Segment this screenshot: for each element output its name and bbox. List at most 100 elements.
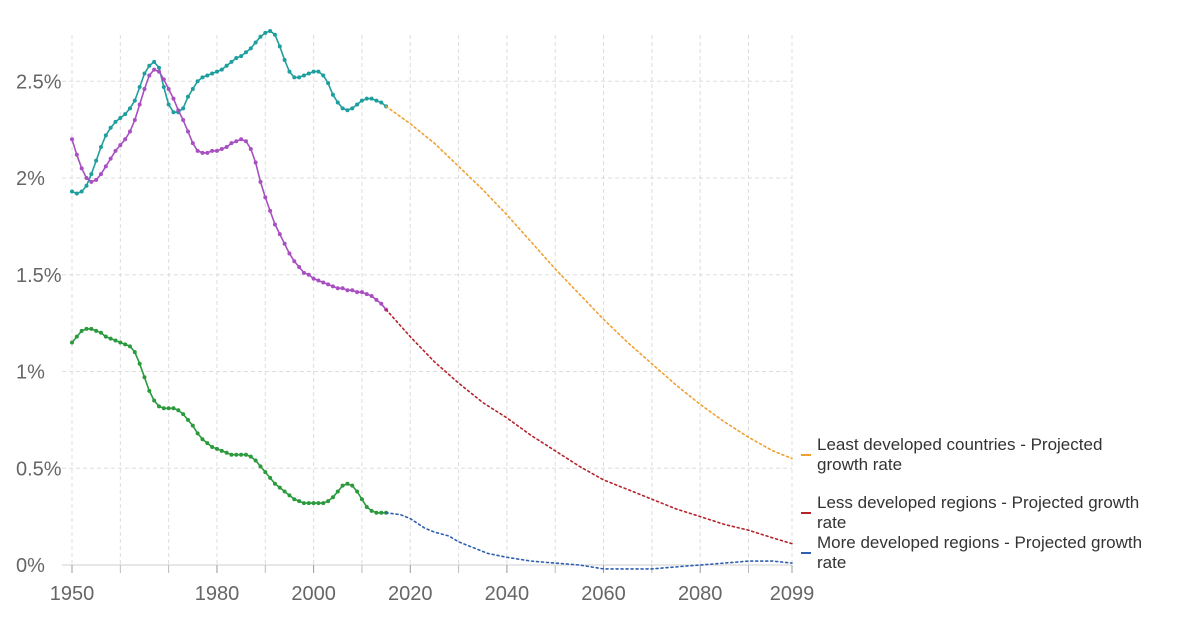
x-tick-label: 1980	[195, 583, 240, 605]
data-point-less	[340, 286, 345, 291]
legend-label-least_projected: growth rate	[817, 455, 902, 474]
data-point-more	[287, 493, 292, 498]
data-point-least	[311, 69, 316, 74]
legend-label-least_projected: Least developed countries - Projected	[817, 435, 1102, 454]
data-point-more	[89, 326, 94, 331]
data-point-less	[306, 272, 311, 277]
data-point-less	[359, 290, 364, 295]
data-point-least	[181, 106, 186, 111]
data-point-more	[195, 431, 200, 436]
data-point-least	[205, 73, 210, 78]
data-point-least	[118, 116, 123, 121]
data-point-more	[350, 483, 355, 488]
data-point-more	[297, 499, 302, 504]
data-point-more	[161, 406, 166, 411]
data-point-less	[379, 301, 384, 306]
data-point-least	[379, 100, 384, 105]
data-point-least	[297, 75, 302, 80]
data-point-more	[229, 452, 234, 457]
data-point-more	[127, 344, 132, 349]
data-point-more	[224, 450, 229, 455]
data-point-least	[248, 46, 253, 51]
data-point-least	[364, 96, 369, 101]
data-point-less	[190, 141, 195, 146]
data-point-more	[200, 437, 205, 442]
data-point-less	[335, 286, 340, 291]
y-tick-label: 0.5%	[16, 458, 62, 480]
legend-label-more_projected: More developed regions - Projected growt…	[817, 533, 1142, 552]
data-point-less	[272, 222, 277, 227]
data-point-least	[195, 79, 200, 84]
data-point-least	[301, 73, 306, 78]
data-point-least	[326, 81, 331, 86]
data-point-more	[243, 452, 248, 457]
data-point-least	[359, 98, 364, 103]
data-point-less	[292, 259, 297, 264]
data-point-more	[219, 448, 224, 453]
data-point-less	[84, 176, 89, 180]
data-point-more	[185, 417, 190, 422]
data-point-more	[345, 481, 350, 486]
data-point-more	[277, 485, 282, 490]
data-point-more	[70, 340, 74, 345]
data-point-less	[132, 117, 137, 122]
data-point-more	[234, 452, 239, 457]
series-line-less	[71, 68, 387, 311]
data-point-more	[379, 510, 384, 515]
data-point-less	[70, 137, 74, 142]
series-least	[70, 28, 389, 196]
data-point-less	[142, 86, 147, 91]
x-tick-label: 2060	[581, 583, 626, 605]
data-point-least	[210, 71, 215, 76]
data-point-least	[161, 85, 166, 90]
data-point-least	[306, 71, 311, 76]
data-point-more	[263, 470, 268, 475]
data-point-more	[84, 326, 89, 331]
data-point-least	[292, 75, 297, 80]
data-point-least	[330, 92, 335, 97]
data-point-more	[181, 412, 186, 417]
data-point-more	[156, 404, 161, 409]
y-axis: 0% 0.5% 1% 1.5% 2% 2.5%	[16, 71, 62, 577]
series-more	[70, 326, 389, 515]
data-point-less	[205, 150, 210, 155]
data-point-more	[190, 423, 195, 428]
data-point-less	[171, 96, 176, 101]
data-point-less	[258, 179, 263, 184]
data-point-more	[98, 330, 103, 335]
data-point-more	[113, 338, 118, 343]
y-tick-label: 0%	[16, 555, 45, 577]
data-point-least	[84, 183, 89, 188]
data-point-more	[364, 504, 369, 509]
data-point-less	[234, 139, 239, 144]
data-point-less	[185, 129, 190, 134]
data-point-less	[161, 77, 166, 82]
data-point-more	[374, 510, 379, 515]
x-tick-label: 2099	[770, 583, 815, 605]
series-lines	[70, 28, 793, 570]
data-point-more	[142, 375, 147, 380]
data-point-least	[123, 112, 128, 117]
series-line-less_projected	[385, 308, 793, 545]
data-point-less	[243, 139, 248, 144]
data-point-least	[340, 106, 345, 111]
data-point-less	[364, 292, 369, 297]
data-point-more	[137, 361, 142, 366]
data-point-more	[118, 340, 123, 345]
data-point-less	[103, 164, 108, 169]
data-point-less	[200, 150, 205, 155]
data-point-more	[306, 501, 311, 506]
data-point-less	[219, 146, 224, 151]
data-point-more	[321, 501, 326, 506]
series-least_projected	[385, 105, 793, 460]
data-point-less	[195, 148, 200, 153]
legend-label-more_projected: rate	[817, 553, 846, 572]
data-point-more	[79, 328, 84, 333]
data-point-less	[330, 284, 335, 289]
data-point-least	[335, 100, 340, 105]
data-point-more	[355, 489, 360, 494]
data-point-less	[166, 86, 171, 91]
data-point-more	[210, 444, 215, 449]
x-tick-label: 2040	[485, 583, 530, 605]
data-point-less	[224, 145, 229, 150]
